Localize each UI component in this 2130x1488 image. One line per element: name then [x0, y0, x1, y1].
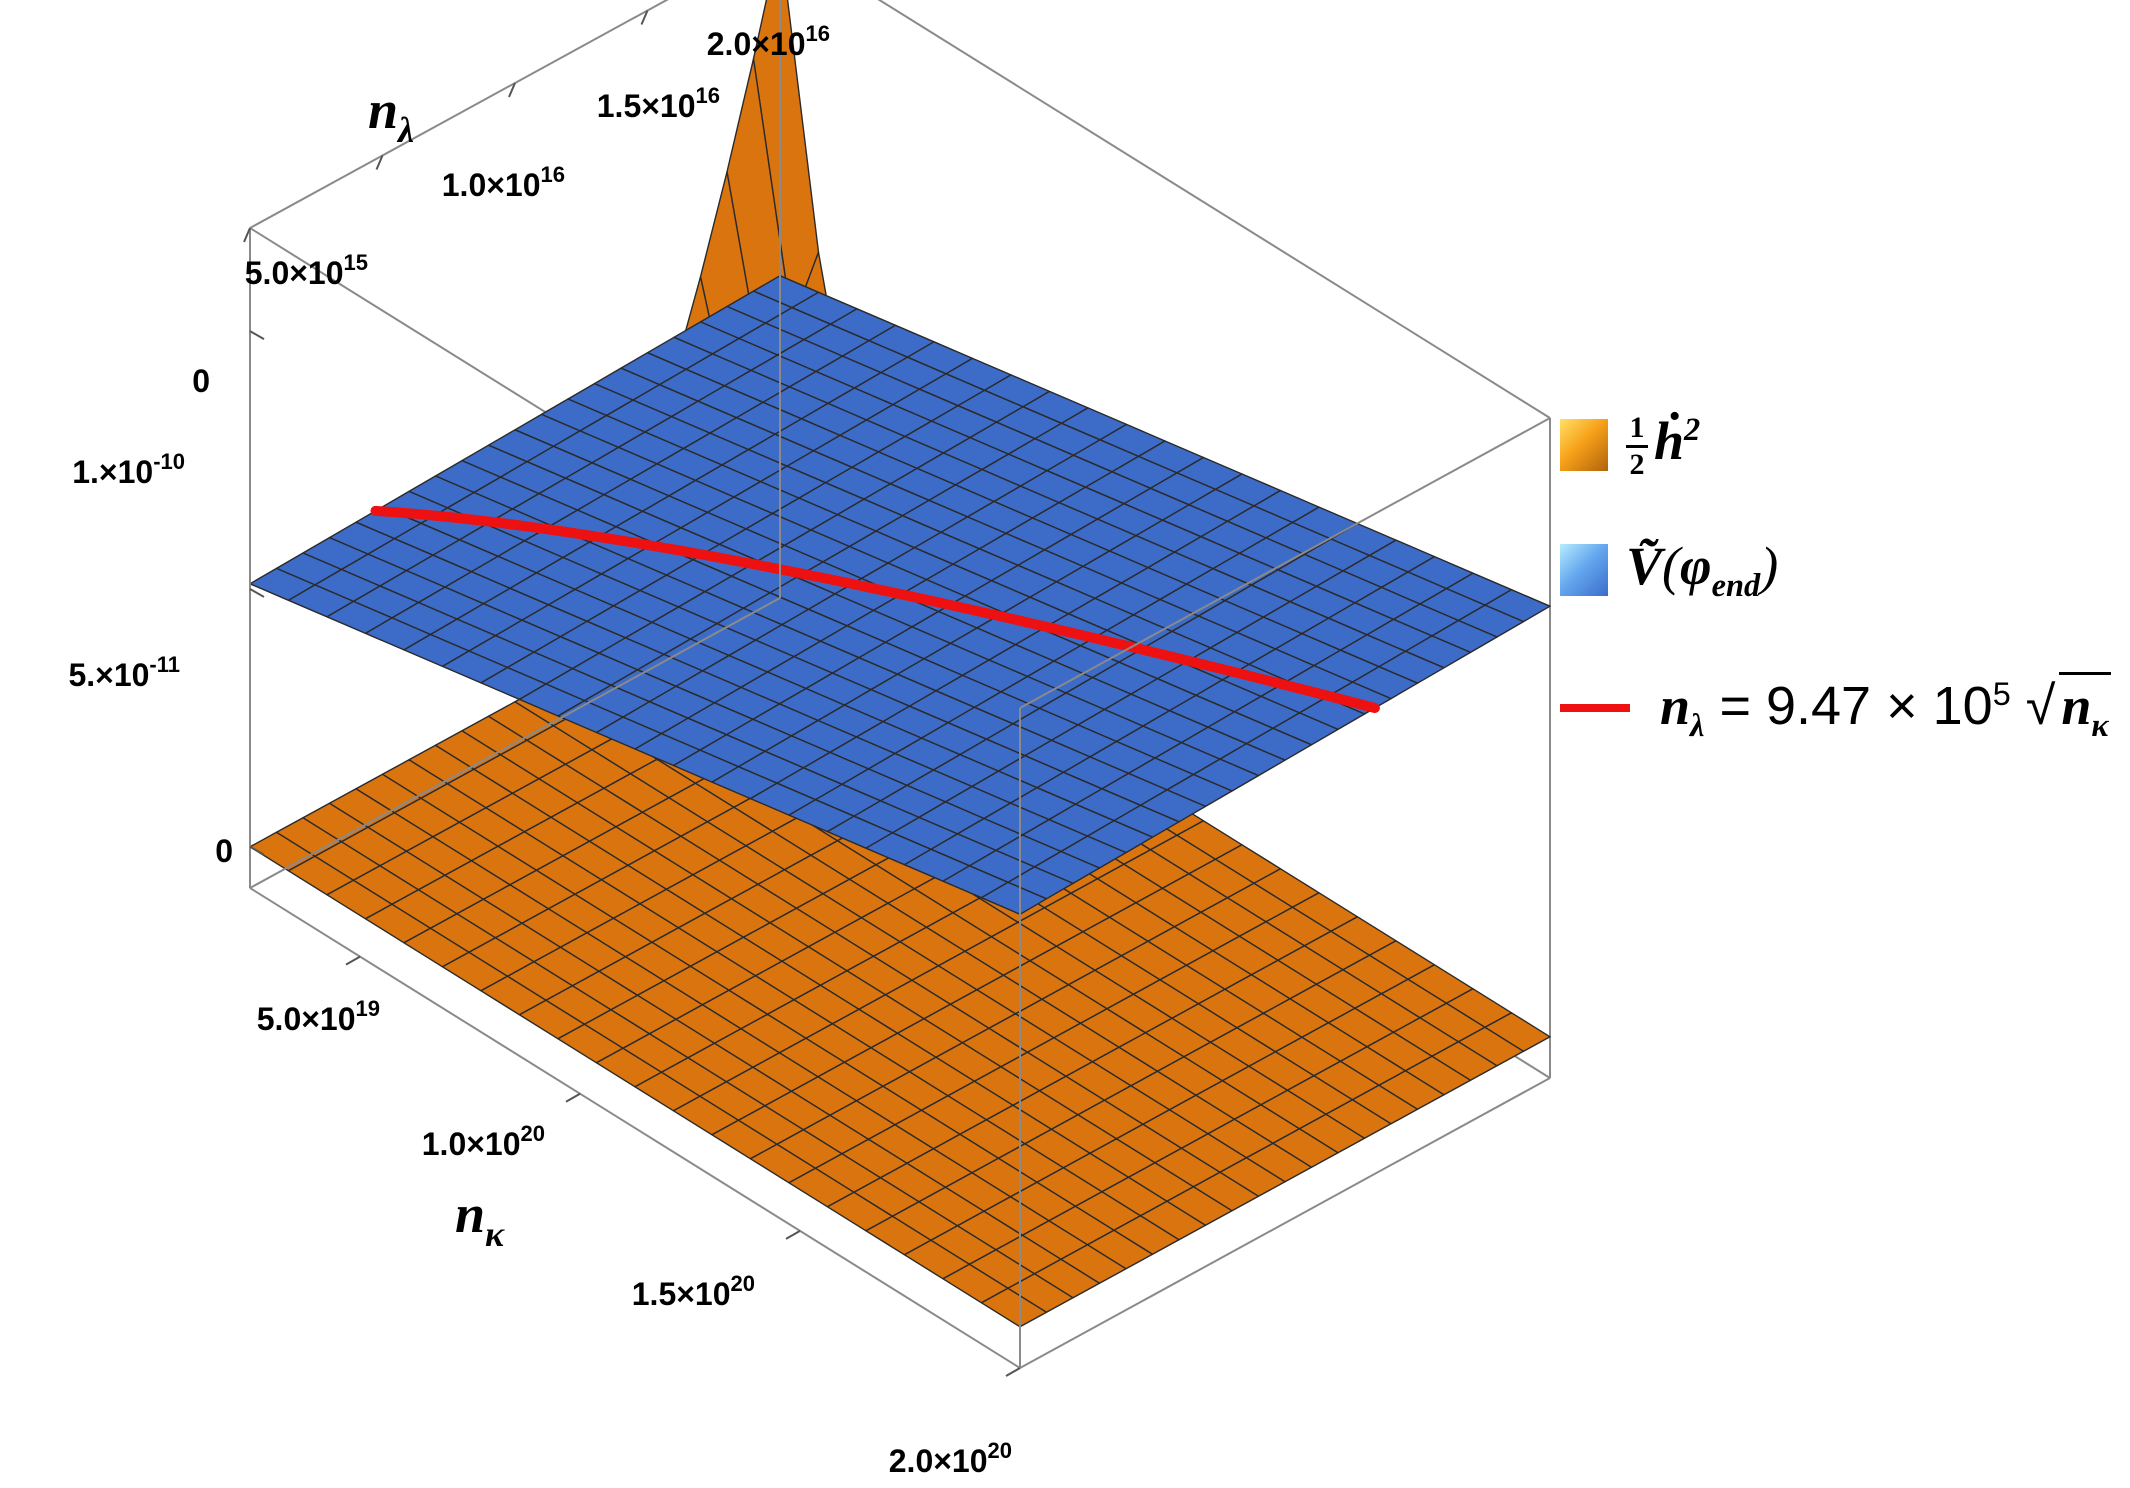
legend-label-potential: Ṽ(φend) — [1626, 536, 1779, 604]
x-tick-label: 2.0×1020 — [889, 1438, 1012, 1479]
legend-swatch-blue — [1560, 543, 1608, 596]
z-tick-label: 5.×10-11 — [68, 652, 180, 693]
legend: 1 2 ḣ2 Ṽ(φend) nλ = 9.47 × 105 √ nκ — [1560, 410, 2130, 770]
z-tick-mark — [249, 845, 265, 856]
legend-item-kinetic: 1 2 ḣ2 — [1560, 410, 1700, 480]
box-edge — [877, 0, 1551, 419]
red-curve — [370, 505, 1380, 713]
z-tick-label: 0 — [215, 833, 233, 869]
y-tick-label: 2.0×1016 — [707, 21, 830, 62]
x-tick-mark — [1005, 1367, 1021, 1377]
y-tick-mark — [508, 82, 516, 98]
legend-swatch-orange — [1560, 419, 1608, 472]
y-tick-label: 5.0×1015 — [245, 250, 368, 291]
y-tick-label: 0 — [192, 363, 210, 399]
x-tick-mark — [345, 955, 361, 966]
x-tick-mark — [565, 1092, 581, 1103]
y-tick-mark — [640, 10, 649, 25]
z-tick-mark — [249, 330, 265, 340]
y-tick-label: 1.5×1016 — [597, 83, 720, 124]
x-tick-label: 1.0×1020 — [422, 1121, 545, 1162]
y-axis-name: nλ — [368, 80, 414, 150]
legend-line-red — [1560, 704, 1630, 713]
surfaces — [249, 0, 1551, 1328]
x-tick-label: 5.0×1019 — [257, 996, 380, 1037]
box-edge — [249, 597, 781, 889]
potential-surface-cell — [980, 881, 1048, 915]
legend-label-kinetic: 1 2 ḣ2 — [1626, 410, 1700, 480]
legend-item-curve: nλ = 9.47 × 105 √ nκ — [1560, 672, 2111, 745]
legend-item-potential: Ṽ(φend) — [1560, 535, 1778, 605]
box-edge — [1019, 1077, 1551, 1369]
z-tick-label: 1.×10-10 — [72, 449, 185, 490]
x-axis-name: nκ — [455, 1184, 505, 1254]
y-tick-mark — [243, 227, 251, 243]
box-edge — [249, 887, 1021, 1369]
y-tick-label: 1.0×1016 — [442, 162, 565, 203]
legend-label-curve: nλ = 9.47 × 105 √ nκ — [1660, 672, 2111, 745]
box-edge — [1019, 417, 1551, 709]
x-tick-label: 1.5×1020 — [632, 1271, 755, 1312]
z-tick-mark — [249, 588, 265, 598]
tick-marks — [243, 10, 1021, 1377]
kinetic-surface-cell — [980, 1287, 1048, 1328]
x-tick-mark — [785, 1229, 801, 1240]
y-tick-mark — [375, 155, 384, 170]
